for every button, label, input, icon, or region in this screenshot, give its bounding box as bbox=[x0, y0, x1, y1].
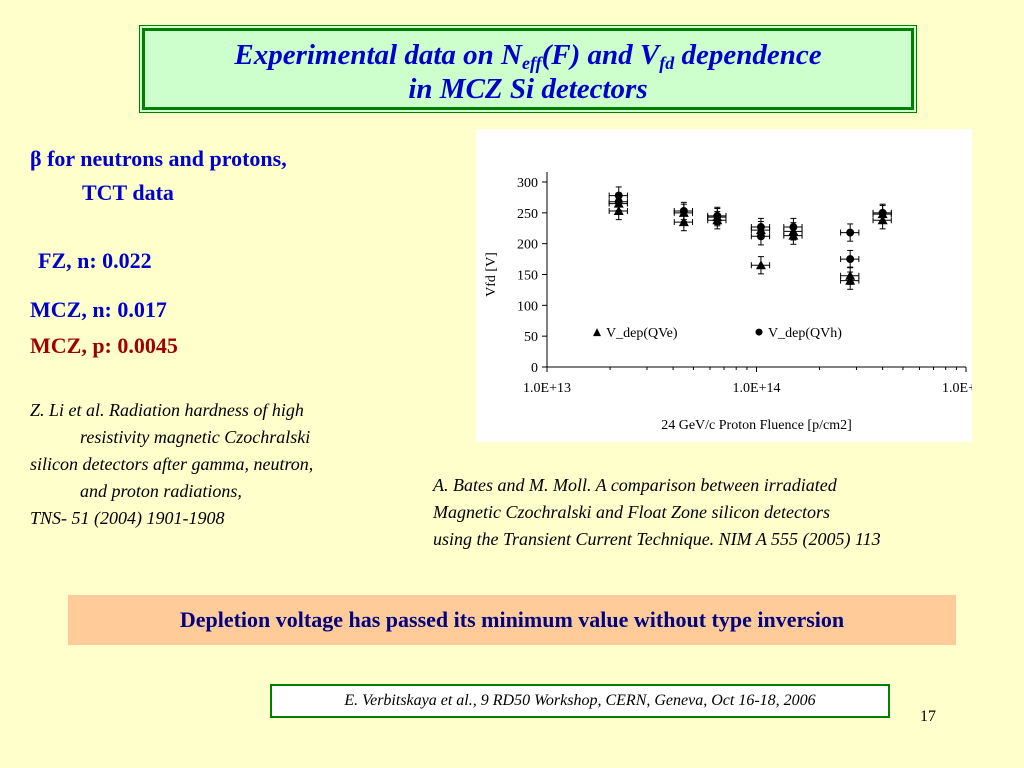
data-point-qvh bbox=[846, 255, 855, 264]
caption-line: Magnetic Czochralski and Float Zone sili… bbox=[433, 502, 830, 522]
title-text-2: (F) and V bbox=[541, 39, 660, 71]
vfd-chart: 0 50 100 150 200 250 300 1.0E+13 1.0E+14 1.0E+15 2… bbox=[476, 129, 972, 442]
x-tick-label: 1.0E+14 bbox=[733, 381, 781, 396]
data-point-qvh bbox=[679, 206, 688, 215]
chart-svg: 0 50 100 150 200 250 300 1.0E+13 1.0E+14 1.0E+15 2… bbox=[484, 172, 972, 433]
data-point-qvh bbox=[846, 228, 855, 237]
fz-value: FZ, n: 0.022 bbox=[38, 248, 152, 273]
x-axis-label: 24 GeV/c Proton Fluence [p/cm2] bbox=[661, 418, 852, 433]
data-point-qvh bbox=[713, 211, 722, 220]
y-tick-label: 200 bbox=[517, 238, 538, 253]
legend-label-qvh: V_dep(QVh) bbox=[768, 326, 842, 341]
caption-line: A. Bates and M. Moll. A comparison betwe… bbox=[433, 475, 837, 495]
ref-line: TNS- 51 (2004) 1901-1908 bbox=[30, 508, 225, 528]
title-sub-eff: eff bbox=[521, 53, 542, 73]
mcz-n-value: MCZ, n: 0.017 bbox=[30, 297, 167, 322]
ref-line: resistivity magnetic Czochralski bbox=[80, 427, 311, 447]
x-tick-label: 1.0E+15 bbox=[942, 381, 972, 396]
y-tick-label: 100 bbox=[517, 299, 538, 314]
y-tick-label: 50 bbox=[524, 330, 538, 345]
beta-symbol: β bbox=[30, 146, 42, 171]
legend-label-qve: V_dep(QVe) bbox=[606, 326, 678, 341]
ref-line: and proton radiations, bbox=[80, 481, 242, 501]
ref-line: silicon detectors after gamma, neutron, bbox=[30, 454, 314, 474]
data-point-qvh bbox=[878, 208, 887, 217]
beta-line-1: for neutrons and protons, bbox=[41, 146, 287, 171]
data-point-qvh bbox=[756, 223, 765, 232]
mcz-p-value: MCZ, p: 0.0045 bbox=[30, 333, 178, 358]
y-axis-label: Vfd [V] bbox=[484, 252, 499, 297]
ref-line: Z. Li et al. Radiation hardness of high bbox=[30, 400, 304, 420]
beta-heading: β for neutrons and protons, bbox=[30, 146, 287, 172]
y-tick-label: 300 bbox=[517, 176, 538, 191]
y-tick-label: 250 bbox=[517, 207, 538, 222]
citation-box: E. Verbitskaya et al., 9 RD50 Workshop, … bbox=[270, 684, 890, 718]
title-sub-fd: fd bbox=[659, 53, 675, 73]
reference-li: Z. Li et al. Radiation hardness of high … bbox=[30, 397, 313, 532]
beta-line-2: TCT data bbox=[82, 180, 174, 205]
title-text-1: Experimental data on N bbox=[234, 39, 522, 71]
data-point-qvh bbox=[789, 223, 798, 232]
data-point-qve bbox=[845, 270, 856, 280]
x-tick-label: 1.0E+13 bbox=[523, 381, 571, 396]
y-tick-label: 150 bbox=[517, 269, 538, 284]
y-tick-label: 0 bbox=[531, 361, 538, 376]
title-text-3: dependence bbox=[674, 39, 822, 71]
conclusion-banner: Depletion voltage has passed its minimum… bbox=[68, 595, 956, 645]
data-point-qvh bbox=[614, 197, 623, 206]
legend-marker-qvh bbox=[755, 328, 763, 336]
data-point-qvh bbox=[756, 232, 765, 241]
chart-caption: A. Bates and M. Moll. A comparison betwe… bbox=[433, 472, 881, 553]
page-number: 17 bbox=[920, 708, 936, 725]
data-point-qve bbox=[755, 260, 766, 270]
legend-marker-qve bbox=[593, 328, 601, 337]
slide-title: Experimental data on Neff(F) and Vfd dep… bbox=[139, 25, 917, 113]
caption-line: using the Transient Current Technique. N… bbox=[433, 529, 881, 549]
title-line-2: in MCZ Si detectors bbox=[408, 73, 648, 105]
